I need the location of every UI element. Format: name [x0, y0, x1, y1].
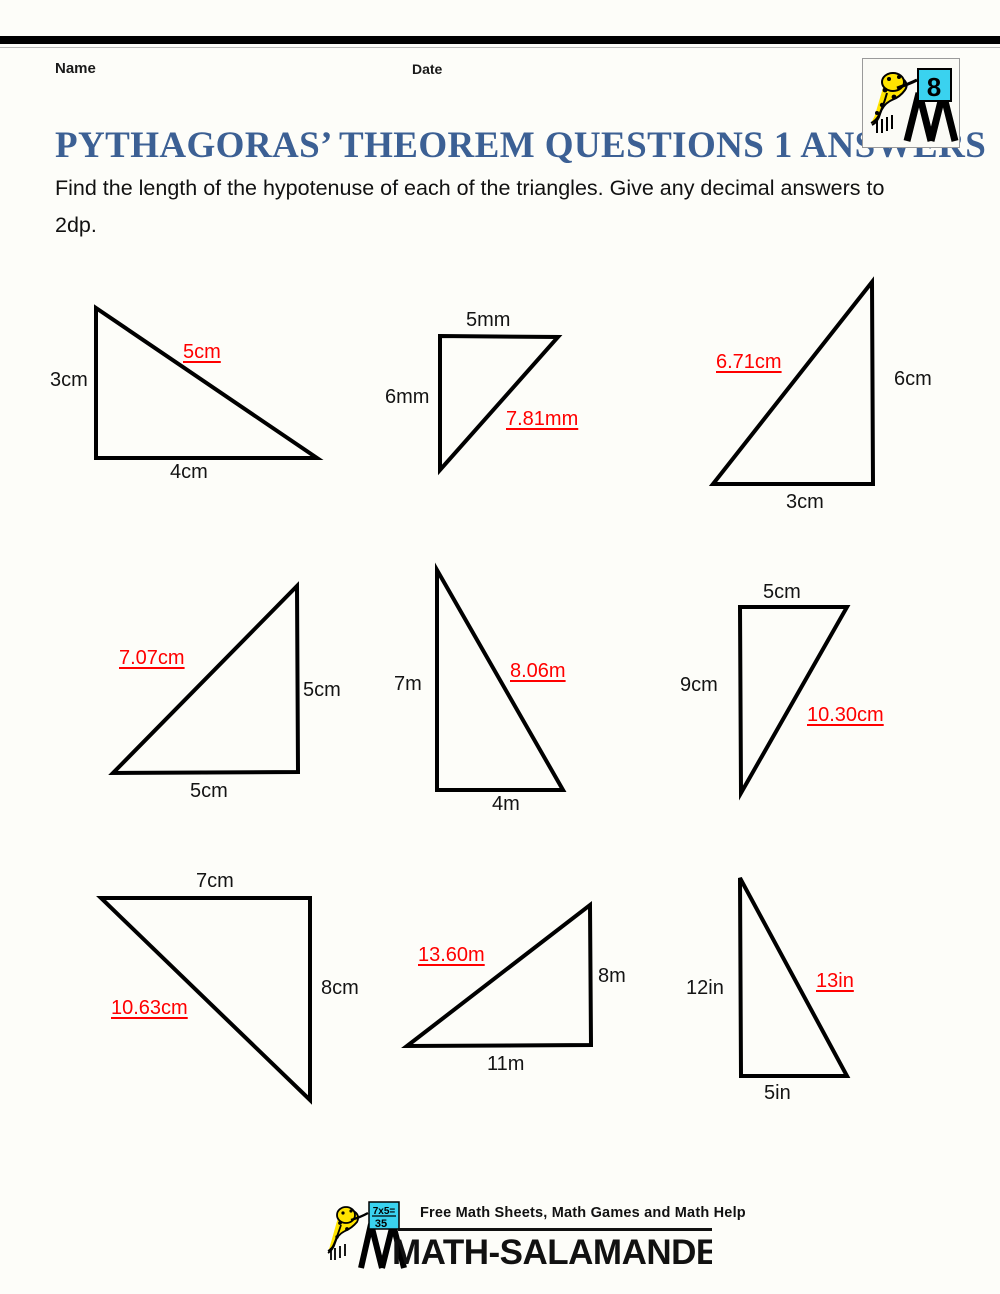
footer-wordmark-text: MATH-SALAMANDERS.COM [392, 1233, 712, 1272]
footer-easel-text-top: 7x5= [373, 1206, 396, 1217]
triangle-6-hypotenuse-answer: 10.30cm [807, 704, 884, 726]
footer-wordmark: MATH-SALAMANDERS.COM [392, 1233, 712, 1272]
page-top-rule-shadow [0, 47, 1000, 48]
name-field-label: Name [55, 60, 96, 77]
triangle-8-horizontal-label: 11m [487, 1053, 525, 1075]
triangle-1 [94, 304, 324, 460]
triangle-8-vertical-label: 8m [598, 965, 626, 987]
footer-logo: 7x5= 35 [325, 1196, 411, 1272]
footer-tagline: Free Math Sheets, Math Games and Math He… [420, 1205, 746, 1221]
triangle-2-hypotenuse-answer: 7.81mm [506, 408, 579, 430]
triangle-2-vertical-label: 6mm [385, 386, 430, 408]
triangle-7-vertical-label: 8cm [321, 977, 359, 999]
triangle-1-vertical-label: 3cm [50, 369, 88, 391]
footer-divider [398, 1228, 712, 1231]
header-logo: 8 [862, 58, 960, 148]
triangle-3 [708, 276, 876, 486]
triangle-8 [401, 900, 594, 1049]
triangle-9-vertical-label: 12in [686, 977, 724, 999]
triangle-4 [108, 581, 301, 776]
page-title: PYTHAGORAS’ THEOREM QUESTIONS 1 ANSWERS [55, 124, 987, 166]
triangle-2-horizontal-label: 5mm [466, 309, 511, 331]
triangle-3-horizontal-label: 3cm [786, 491, 824, 513]
triangle-5-hypotenuse-answer: 8.06m [510, 660, 566, 682]
salamander-easel-icon: 8 [870, 68, 959, 142]
triangle-5-vertical-label: 7m [394, 673, 422, 695]
triangle-1-hypotenuse-answer: 5cm [183, 341, 221, 363]
triangle-1-horizontal-label: 4cm [170, 461, 208, 483]
triangle-6-horizontal-label: 5cm [763, 581, 801, 603]
triangle-7-horizontal-label: 7cm [196, 870, 234, 892]
date-field-label: Date [412, 61, 443, 77]
triangle-4-hypotenuse-answer: 7.07cm [119, 647, 185, 669]
easel-number-text: 8 [927, 72, 941, 102]
triangle-9-horizontal-label: 5in [764, 1082, 791, 1104]
triangle-6-vertical-label: 9cm [680, 674, 718, 696]
triangle-5-horizontal-label: 4m [492, 793, 520, 815]
footer-easel-text-bottom: 35 [375, 1218, 387, 1230]
triangle-8-hypotenuse-answer: 13.60m [418, 944, 485, 966]
triangle-4-horizontal-label: 5cm [190, 780, 228, 802]
instructions-text: Find the length of the hypotenuse of eac… [55, 176, 885, 237]
triangle-3-vertical-label: 6cm [894, 368, 932, 390]
triangle-6 [737, 605, 851, 801]
triangle-2 [438, 333, 563, 476]
triangle-4-vertical-label: 5cm [303, 679, 341, 701]
triangle-9-hypotenuse-answer: 13in [816, 970, 854, 992]
footer-salamander-easel-icon: 7x5= 35 [327, 1201, 407, 1269]
triangle-3-hypotenuse-answer: 6.71cm [716, 351, 782, 373]
triangle-7-hypotenuse-answer: 10.63cm [111, 997, 188, 1019]
page-top-rule [0, 36, 1000, 44]
